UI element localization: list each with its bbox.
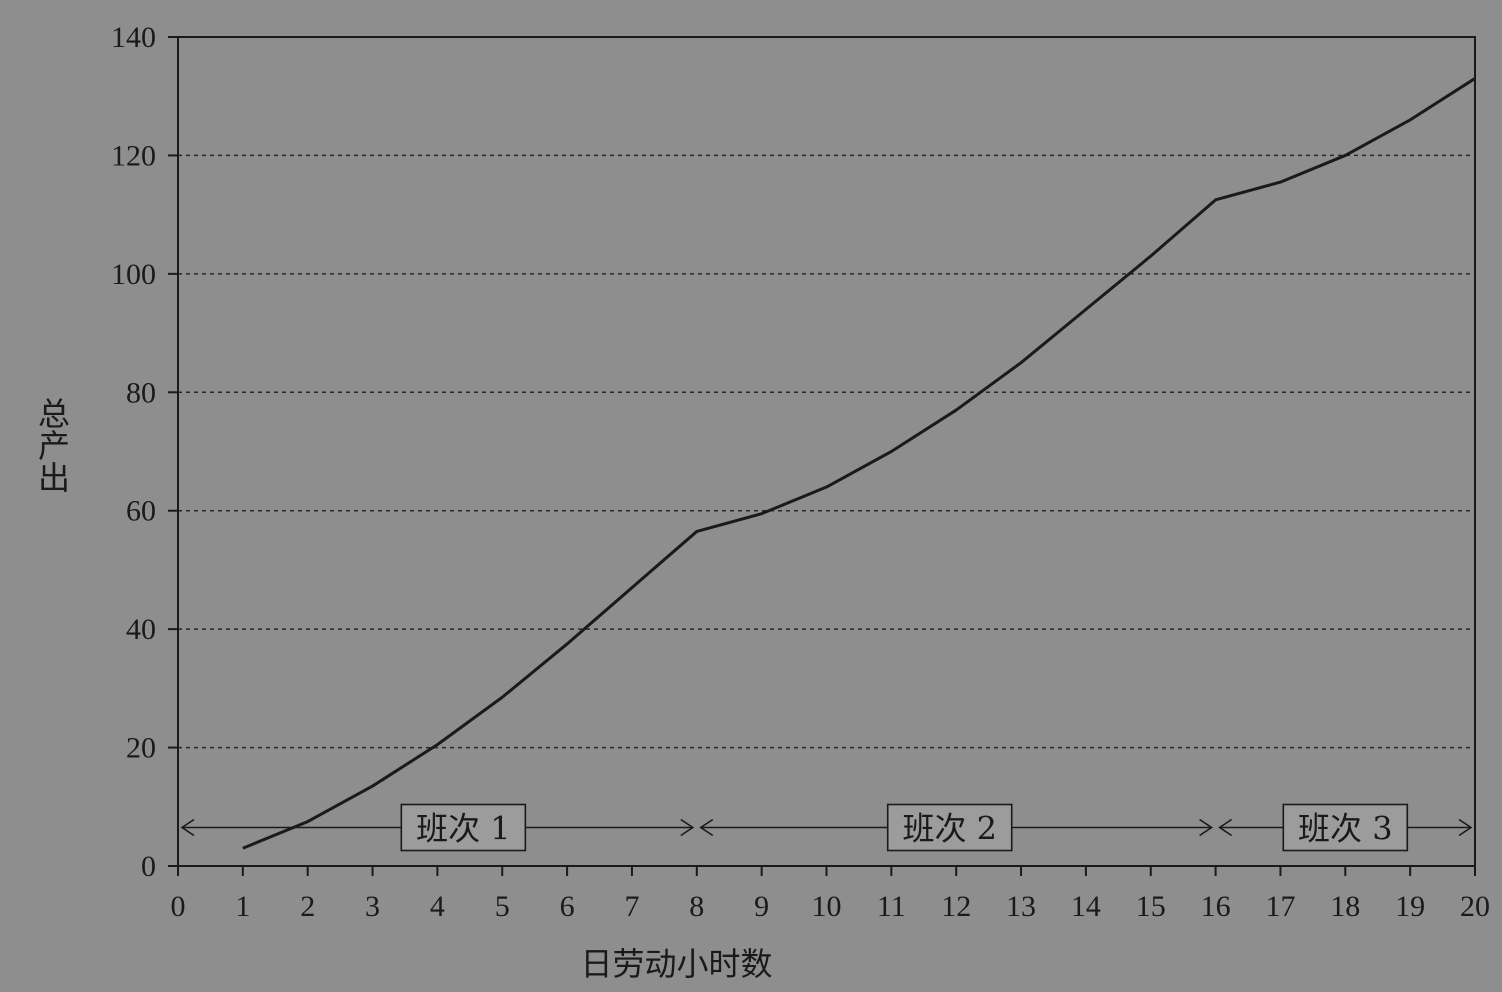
x-tick-label: 20 bbox=[1460, 890, 1490, 923]
y-axis-title: 总产出 bbox=[33, 397, 71, 493]
x-tick-label: 5 bbox=[495, 890, 510, 923]
shift-label: 班次 2 bbox=[902, 810, 997, 848]
x-tick-label: 3 bbox=[365, 890, 380, 923]
x-tick-label: 9 bbox=[754, 890, 769, 923]
x-tick-label: 2 bbox=[300, 890, 315, 923]
y-tick-label: 0 bbox=[141, 850, 156, 883]
grid-lines bbox=[178, 154, 1475, 749]
shift-label-box bbox=[400, 803, 527, 852]
arrow-head bbox=[1458, 818, 1473, 837]
arrow-head bbox=[1199, 818, 1214, 837]
x-tick-label: 12 bbox=[941, 890, 971, 923]
shift-label-box bbox=[1282, 803, 1409, 852]
y-tick-label: 40 bbox=[126, 613, 156, 646]
x-tick-label: 13 bbox=[1006, 890, 1036, 923]
y-tick-label: 140 bbox=[111, 21, 156, 54]
x-tick-label: 1 bbox=[235, 890, 250, 923]
x-axis-ticks: 0 1 2 3 4 5 6 7 8 9 10 11 12 13 14 15 16 17 18 19 20 bbox=[171, 866, 1490, 923]
x-tick-label: 14 bbox=[1071, 890, 1101, 923]
y-tick-label: 60 bbox=[126, 495, 156, 528]
x-axis-title: 日劳动小时数 bbox=[580, 945, 772, 983]
x-tick-label: 11 bbox=[877, 890, 906, 923]
x-tick-label: 6 bbox=[560, 890, 575, 923]
shift-label-box bbox=[886, 803, 1013, 852]
y-tick-label: 120 bbox=[111, 139, 156, 172]
x-tick-label: 0 bbox=[171, 890, 186, 923]
y-axis-ticks: 0 20 40 60 80 100 120 140 bbox=[111, 21, 178, 883]
x-tick-label: 19 bbox=[1395, 890, 1425, 923]
x-tick-label: 16 bbox=[1201, 890, 1231, 923]
x-tick-label: 8 bbox=[689, 890, 704, 923]
series-line bbox=[242, 77, 1476, 850]
arrow-head bbox=[180, 818, 195, 837]
x-tick-label: 4 bbox=[430, 890, 445, 923]
shift-annotations: 班次 1 班次 2 班次 3 bbox=[180, 803, 1473, 852]
shift-label: 班次 1 bbox=[416, 810, 511, 848]
x-tick-label: 10 bbox=[812, 890, 842, 923]
x-tick-label: 15 bbox=[1136, 890, 1166, 923]
arrow-head bbox=[1218, 818, 1233, 837]
shift-label: 班次 3 bbox=[1298, 810, 1393, 848]
arrow-head bbox=[680, 818, 695, 837]
y-tick-label: 20 bbox=[126, 732, 156, 765]
plot-frame bbox=[177, 36, 1476, 867]
x-tick-label: 18 bbox=[1330, 890, 1360, 923]
y-tick-label: 100 bbox=[111, 258, 156, 291]
x-tick-label: 7 bbox=[624, 890, 639, 923]
arrow-head bbox=[699, 818, 714, 837]
x-tick-label: 17 bbox=[1265, 890, 1295, 923]
y-tick-label: 80 bbox=[126, 376, 156, 409]
